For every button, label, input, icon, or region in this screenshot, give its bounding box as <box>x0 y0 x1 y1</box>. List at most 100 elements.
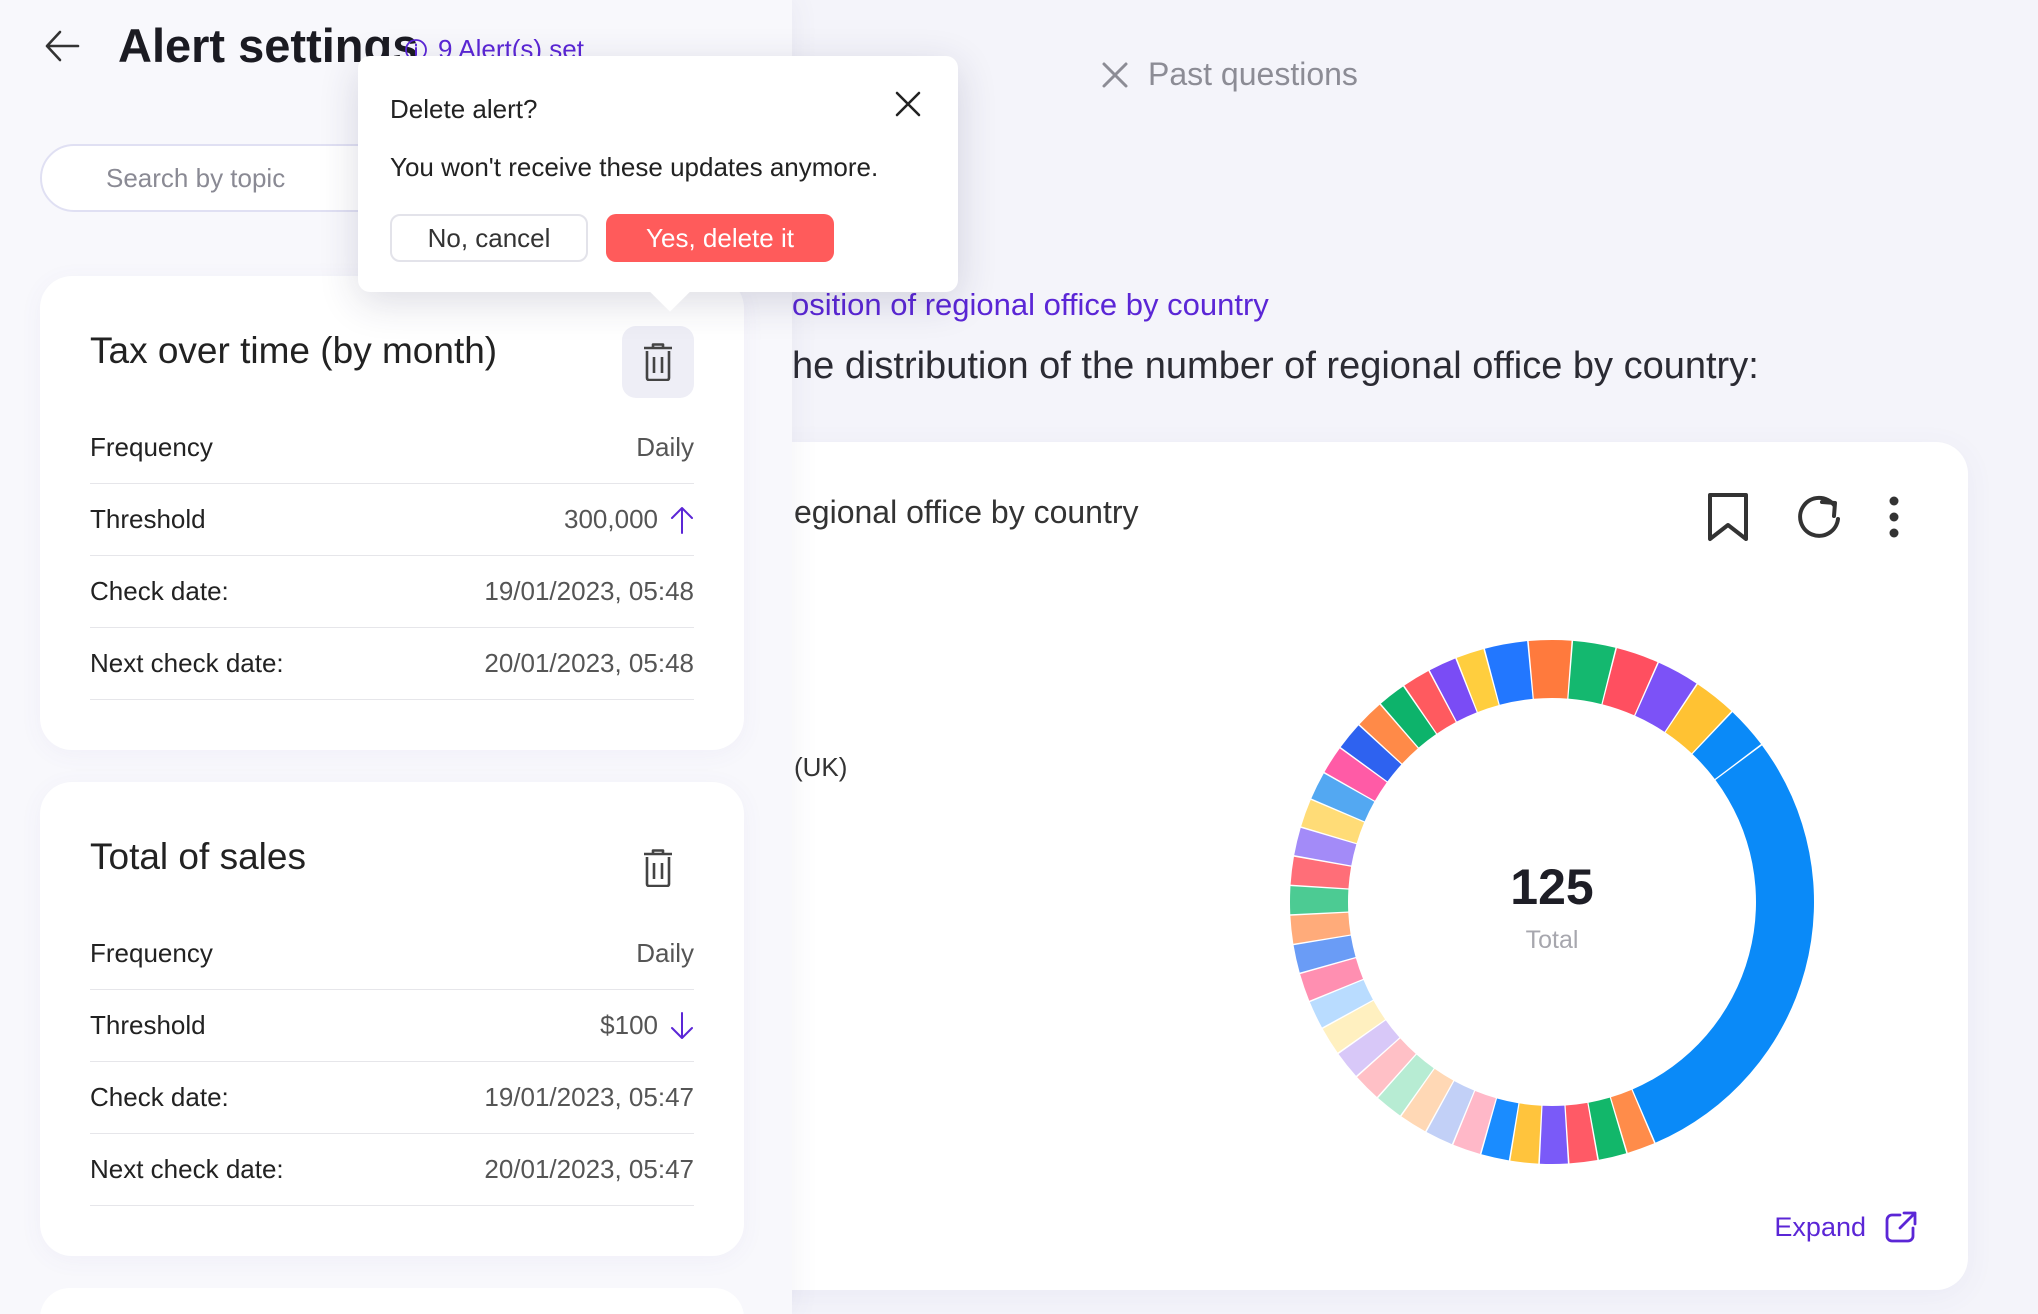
detail-label: Threshold <box>90 1010 206 1040</box>
past-questions-label: Past questions <box>1148 56 1358 92</box>
detail-value: 19/01/2023, 05:48 <box>484 576 694 606</box>
donut-slice[interactable] <box>1340 725 1402 782</box>
detail-label: Next check date: <box>90 1154 284 1184</box>
detail-row: Threshold 300,000 <box>90 484 694 556</box>
arrow-down-icon <box>671 1011 693 1039</box>
donut-slice[interactable] <box>1453 1090 1496 1154</box>
donut-slice[interactable] <box>1568 640 1616 705</box>
threshold-value: $100 <box>600 1010 694 1041</box>
close-icon[interactable] <box>1100 60 1130 90</box>
detail-row: Frequency Daily <box>90 918 694 990</box>
donut-slice[interactable] <box>1380 686 1437 748</box>
detail-label: Check date: <box>90 1082 229 1112</box>
refresh-icon[interactable] <box>1794 492 1844 542</box>
donut-slice[interactable] <box>1632 745 1814 1143</box>
donut-slice[interactable] <box>1324 748 1387 801</box>
alert-details: Frequency Daily Threshold $100 Check dat… <box>90 918 694 1206</box>
donut-slice[interactable] <box>1528 640 1572 699</box>
delete-alert-popover: Delete alert? You won't receive these up… <box>358 56 958 292</box>
arrow-up-icon <box>671 506 693 534</box>
donut-slice[interactable] <box>1290 912 1351 944</box>
bookmark-icon[interactable] <box>1706 492 1750 542</box>
donut-slice[interactable] <box>1481 1098 1519 1161</box>
delete-alert-button[interactable] <box>622 326 694 398</box>
expand-label: Expand <box>1774 1211 1866 1242</box>
chart-card: egional office by country (UK) 125 Total… <box>792 442 1968 1290</box>
popover-message: You won't receive these updates anymore. <box>390 152 879 182</box>
donut-slice[interactable] <box>1429 658 1477 722</box>
donut-chart: 125 Total <box>1290 640 1814 1164</box>
donut-slice[interactable] <box>1426 1081 1475 1145</box>
donut-slice[interactable] <box>1359 704 1418 764</box>
detail-row: Next check date: 20/01/2023, 05:47 <box>90 1134 694 1206</box>
detail-value: 20/01/2023, 05:48 <box>484 648 694 678</box>
donut-slice[interactable] <box>1378 1054 1434 1116</box>
donut-slice[interactable] <box>1300 958 1364 1001</box>
past-questions-toggle[interactable]: Past questions <box>1100 56 1358 93</box>
donut-slice[interactable] <box>1293 935 1356 973</box>
donut-slice[interactable] <box>1635 662 1697 732</box>
detail-value: 19/01/2023, 05:47 <box>484 1082 694 1112</box>
detail-row: Frequency Daily <box>90 412 694 484</box>
detail-label: Frequency <box>90 432 213 462</box>
back-arrow-icon[interactable] <box>44 28 80 64</box>
donut-slice[interactable] <box>1665 684 1732 754</box>
donut-slice[interactable] <box>1565 1102 1598 1164</box>
donut-center-label: Total <box>1526 926 1579 954</box>
donut-slice[interactable] <box>1290 886 1349 915</box>
alert-card-title: Total of sales <box>90 836 306 877</box>
alert-card: Total of sales Frequency Daily Threshold… <box>40 782 744 1256</box>
donut-slice[interactable] <box>1456 649 1499 712</box>
detail-row: Next check date: 20/01/2023, 05:48 <box>90 628 694 700</box>
detail-row: Check date: 19/01/2023, 05:48 <box>90 556 694 628</box>
detail-label: Next check date: <box>90 648 284 678</box>
donut-slice[interactable] <box>1338 1020 1400 1076</box>
donut-slice[interactable] <box>1294 827 1357 866</box>
detail-row: Check date: 19/01/2023, 05:47 <box>90 1062 694 1134</box>
more-vertical-icon[interactable] <box>1888 495 1900 539</box>
donut-slice[interactable] <box>1309 979 1373 1028</box>
detail-row: Threshold $100 <box>90 990 694 1062</box>
trash-icon <box>644 343 672 381</box>
alert-card-title: Tax over time (by month) <box>90 330 498 371</box>
detail-label: Check date: <box>90 576 229 606</box>
donut-slice[interactable] <box>1539 1105 1568 1164</box>
trash-icon <box>644 849 672 887</box>
donut-slice[interactable] <box>1610 1089 1655 1153</box>
donut-slice[interactable] <box>1301 799 1365 844</box>
donut-slice[interactable] <box>1510 1103 1542 1164</box>
donut-slice[interactable] <box>1357 1038 1416 1097</box>
detail-value: $100 <box>600 1010 658 1040</box>
chart-card-title: egional office by country <box>794 494 1139 530</box>
donut-slice[interactable] <box>1602 648 1658 716</box>
donut-slice[interactable] <box>1290 856 1352 889</box>
donut-center-value: 125 <box>1510 859 1593 915</box>
question-panel: Past questions osition of regional offic… <box>792 0 2038 1314</box>
confirm-delete-button[interactable]: Yes, delete it <box>606 214 834 262</box>
detail-value: Daily <box>636 432 694 462</box>
question-title: osition of regional office by country <box>792 287 1269 322</box>
detail-value: 20/01/2023, 05:47 <box>484 1154 694 1184</box>
donut-slice[interactable] <box>1588 1097 1627 1160</box>
expand-button[interactable]: Expand <box>1774 1210 1918 1244</box>
donut-slice[interactable] <box>1484 641 1533 705</box>
alert-card: Tax over time (by month) Frequency Daily… <box>40 276 744 750</box>
alert-settings-panel: Alert settings 9 Alert(s) set Tax over t… <box>0 0 958 1314</box>
external-link-icon <box>1885 1211 1917 1243</box>
threshold-value: 300,000 <box>564 504 694 535</box>
close-icon[interactable] <box>894 90 922 118</box>
detail-label: Threshold <box>90 504 206 534</box>
donut-slice[interactable] <box>1404 670 1456 734</box>
search-input[interactable] <box>40 144 400 212</box>
detail-value: 300,000 <box>564 504 658 534</box>
donut-slice[interactable] <box>1322 1000 1386 1053</box>
legend-item: (UK) <box>794 752 848 782</box>
cancel-button[interactable]: No, cancel <box>390 214 588 262</box>
donut-slice[interactable] <box>1401 1068 1454 1132</box>
question-description: he distribution of the number of regiona… <box>792 345 1759 387</box>
detail-value: Daily <box>636 938 694 968</box>
delete-alert-button[interactable] <box>622 832 694 904</box>
donut-slice[interactable] <box>1311 773 1375 822</box>
donut-slice[interactable] <box>1692 712 1762 780</box>
chart-toolbar <box>1706 492 1900 542</box>
